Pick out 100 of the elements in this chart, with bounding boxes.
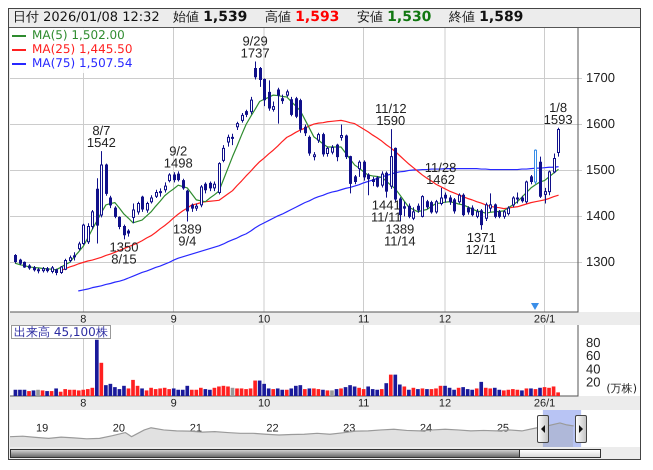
candlestick [222,144,225,163]
bar [524,388,528,396]
bar [289,388,294,396]
candlestick [64,258,67,271]
candlestick [254,61,257,80]
bar [384,383,388,396]
bar [81,390,86,396]
annotation: 1389 11/14 [384,222,416,249]
bar [326,390,330,396]
candlestick [109,195,112,209]
bar [172,388,176,396]
bar [86,389,90,396]
bar [479,382,484,396]
bar [167,389,172,396]
x-tick-label: 9 [170,314,177,326]
bar [488,388,492,396]
candlestick [168,172,171,183]
bar [185,386,190,396]
x-tick-label: 20 [112,422,126,434]
bar [266,388,271,396]
bar [32,390,36,396]
legend-label: MA(25) 1,445.50 [32,42,132,56]
bar [303,389,307,396]
x-tick-label: 9 [170,398,177,410]
bar [104,385,108,396]
annotation: 1/8 1593 [544,100,573,127]
candlestick [336,143,339,162]
y-tick-label: 20 [586,374,600,390]
bar [230,388,234,396]
candlestick [105,163,108,196]
candlestick [385,170,388,198]
candlestick [516,192,519,204]
candlestick [73,252,76,262]
candlestick [467,206,470,216]
candlestick [507,206,510,216]
y-tick-label: 40 [586,361,600,376]
bar [339,388,343,396]
candlestick [132,203,135,224]
y-tick-label: 1300 [586,254,615,269]
x-tick-label: 8 [80,398,86,410]
candlestick [146,201,149,214]
text: 終値 1,589 [449,9,524,25]
candlestick [42,266,45,273]
annotation: 1389 9/4 [172,222,202,249]
candlestick [317,132,320,144]
bar [276,388,280,396]
candlestick [227,134,230,148]
candlestick [530,174,533,185]
x-tick-label: 11 [358,314,370,326]
x-tick-label: 10 [258,314,270,326]
bar [90,388,94,396]
candlestick [118,216,121,230]
annotation: 8/7 1542 [86,123,116,150]
candlestick [322,132,325,158]
candlestick [209,180,212,192]
annotation: 9/29 1737 [240,34,270,61]
candlestick [557,127,560,158]
bar [529,388,533,396]
x-tick-label: 22 [266,422,279,434]
bar [425,389,429,396]
candlestick [480,208,483,230]
candlestick [218,162,221,195]
candlestick [191,203,194,212]
bar [388,374,393,396]
candlestick [358,160,361,178]
bar [402,386,406,396]
bar [27,391,31,396]
bar [284,390,289,396]
candlestick [33,266,36,272]
candlestick [173,172,176,183]
legend-label: MA(5) 1,502.00 [32,28,125,42]
y-tick-label: 1700 [586,70,615,86]
candlestick [164,182,167,194]
candlestick [539,156,542,199]
candlestick [308,135,311,156]
bar [194,390,198,396]
candlestick [281,94,284,104]
candlestick [290,96,293,117]
candlestick [250,96,253,115]
candlestick [127,228,130,238]
candlestick [331,144,334,155]
bar [456,388,460,396]
candlestick [553,152,556,174]
bar [370,389,375,396]
candlestick [421,194,424,218]
bar [492,388,497,396]
bar [474,388,479,396]
bar [190,390,194,396]
x-tick-label: 10 [258,398,270,410]
bar [407,390,411,396]
y-tick-label: 1500 [586,162,615,178]
candlestick [69,254,72,263]
bar [502,390,506,396]
bar [420,388,424,396]
candlestick [37,267,40,274]
bar [412,388,416,396]
candlestick [299,98,302,134]
y-tick-label: 1600 [586,116,615,132]
y-axis-title: (万株) [606,382,637,395]
bar [95,340,99,396]
